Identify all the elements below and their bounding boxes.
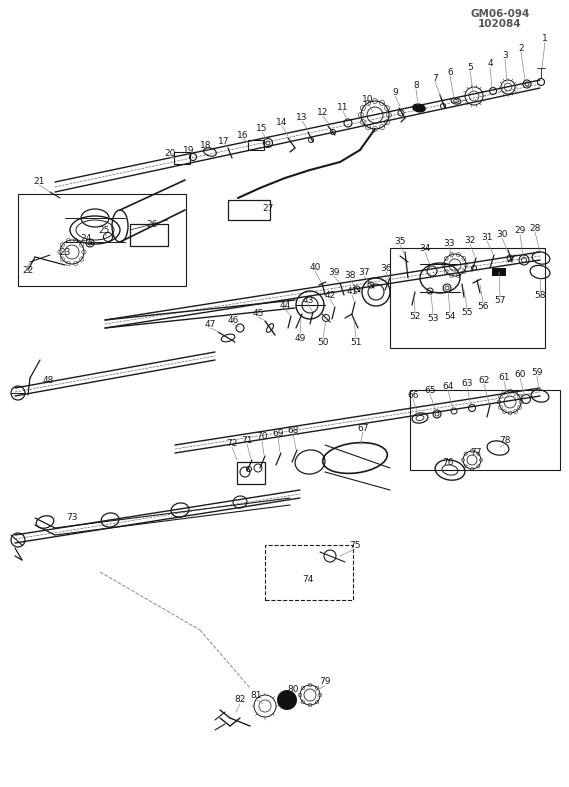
- Bar: [18, 194, 186, 286]
- Text: 63: 63: [461, 379, 473, 387]
- Text: 60: 60: [514, 370, 526, 379]
- Text: 74: 74: [302, 575, 314, 585]
- Text: 17: 17: [218, 136, 230, 146]
- Text: 45: 45: [252, 309, 263, 317]
- Text: 54: 54: [444, 312, 456, 320]
- Text: 13: 13: [296, 113, 308, 121]
- Text: 35: 35: [394, 237, 406, 246]
- Text: 61: 61: [498, 372, 510, 382]
- Text: 19: 19: [183, 146, 195, 154]
- Text: 52: 52: [409, 312, 420, 320]
- Text: 42: 42: [324, 290, 336, 300]
- Bar: [390, 248, 545, 348]
- Text: 28: 28: [529, 224, 541, 232]
- Text: 11: 11: [337, 102, 349, 112]
- Text: 65: 65: [424, 386, 436, 394]
- Text: 18: 18: [200, 141, 212, 150]
- Text: 64: 64: [442, 382, 453, 390]
- Bar: [492, 268, 506, 276]
- Text: 41: 41: [347, 286, 358, 295]
- Text: 7: 7: [432, 73, 438, 83]
- Text: 50: 50: [318, 338, 329, 346]
- Text: 71: 71: [241, 435, 253, 445]
- Text: 81: 81: [250, 690, 262, 700]
- Text: 24: 24: [80, 234, 92, 242]
- Text: 37: 37: [358, 268, 370, 276]
- Text: 66: 66: [407, 390, 419, 400]
- Text: 4: 4: [487, 58, 493, 68]
- Text: 15: 15: [256, 124, 268, 132]
- Text: 25: 25: [98, 226, 110, 235]
- Text: 14: 14: [277, 117, 288, 127]
- Text: 49: 49: [294, 334, 306, 342]
- Text: 21: 21: [34, 176, 45, 186]
- Text: 8: 8: [413, 80, 419, 90]
- Text: 78: 78: [499, 435, 511, 445]
- Ellipse shape: [412, 103, 426, 113]
- Text: 36: 36: [380, 264, 391, 272]
- Bar: [228, 200, 270, 220]
- Circle shape: [277, 690, 297, 710]
- Text: 3: 3: [502, 50, 508, 60]
- Text: 10: 10: [362, 94, 374, 104]
- Text: 26: 26: [146, 220, 158, 228]
- Text: 82: 82: [234, 696, 246, 704]
- Text: 40: 40: [310, 263, 321, 272]
- Text: 59: 59: [531, 368, 543, 376]
- Text: 39: 39: [328, 268, 340, 276]
- Text: 56: 56: [477, 301, 489, 311]
- Text: 102084: 102084: [478, 19, 522, 29]
- Bar: [174, 152, 190, 164]
- Text: 76: 76: [442, 457, 453, 467]
- Text: 51: 51: [351, 338, 362, 346]
- Text: 34: 34: [419, 243, 431, 253]
- Text: 2: 2: [518, 43, 524, 53]
- Text: 38: 38: [344, 271, 356, 279]
- Text: 22: 22: [22, 265, 34, 275]
- Text: 27: 27: [262, 204, 274, 212]
- Text: 44: 44: [279, 301, 291, 309]
- Text: 32: 32: [464, 235, 476, 245]
- Text: 31: 31: [481, 232, 493, 242]
- Text: GM06-094: GM06-094: [471, 9, 530, 19]
- Text: 20: 20: [164, 149, 176, 157]
- Bar: [410, 390, 560, 470]
- Text: 75: 75: [349, 541, 361, 549]
- Text: 1: 1: [542, 34, 548, 42]
- Text: 79: 79: [319, 678, 331, 686]
- Text: 77: 77: [470, 448, 482, 456]
- Text: 12: 12: [318, 108, 329, 116]
- Text: 68: 68: [287, 426, 299, 434]
- Text: 29: 29: [514, 226, 526, 235]
- Text: 67: 67: [357, 423, 369, 433]
- Text: 62: 62: [479, 375, 490, 385]
- Text: 80: 80: [287, 685, 299, 694]
- Text: 48: 48: [42, 375, 53, 385]
- Text: 16: 16: [237, 131, 249, 139]
- Text: 23: 23: [59, 247, 71, 257]
- Text: 57: 57: [494, 295, 506, 305]
- Bar: [237, 462, 265, 484]
- Text: 72: 72: [226, 438, 238, 448]
- Bar: [248, 140, 264, 150]
- Text: 46: 46: [227, 316, 238, 324]
- Bar: [130, 224, 168, 246]
- Text: 55: 55: [461, 308, 473, 316]
- Text: 43: 43: [302, 295, 314, 305]
- Text: 33: 33: [443, 238, 455, 247]
- Text: 9: 9: [392, 87, 398, 97]
- Text: 6: 6: [447, 68, 453, 76]
- Text: 5: 5: [467, 62, 473, 72]
- Text: 58: 58: [534, 290, 546, 300]
- Text: 53: 53: [427, 313, 439, 323]
- Text: 70: 70: [256, 431, 268, 441]
- Text: 30: 30: [496, 230, 508, 238]
- Bar: [265, 545, 353, 600]
- Text: 73: 73: [66, 513, 78, 523]
- Text: 47: 47: [204, 320, 216, 328]
- Text: 69: 69: [272, 428, 284, 438]
